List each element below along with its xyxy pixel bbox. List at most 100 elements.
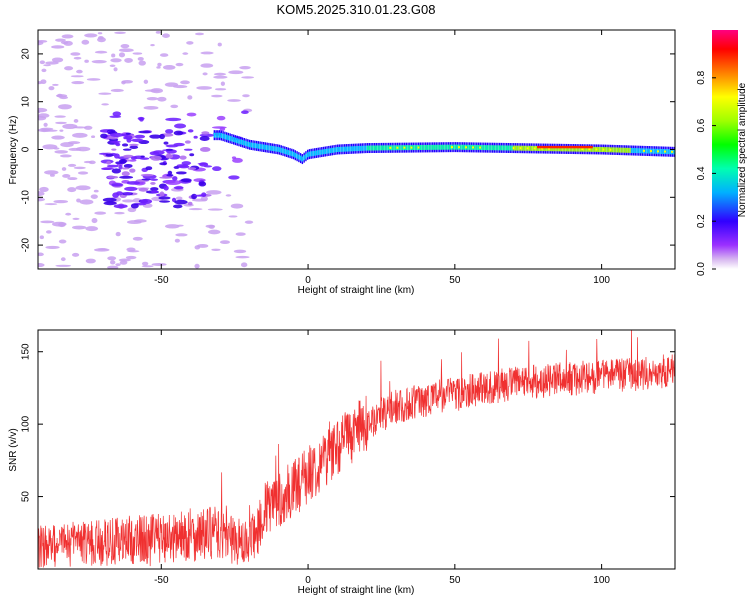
spectrogram-blob — [228, 70, 244, 75]
spectrogram-blob — [100, 167, 113, 171]
spectrogram-ridge-inner — [405, 145, 408, 151]
spectrogram-ridge-inner — [356, 146, 358, 152]
spectrogram-blob — [201, 131, 210, 135]
spectrogram-ridge-inner — [444, 144, 446, 150]
spectrogram-ridge-inner — [423, 144, 425, 150]
spectrogram-blob — [150, 155, 162, 161]
snr-panel: -50 0 50 100 50 100 150 Height of straight lin… — [8, 329, 676, 596]
spectrogram-blob — [61, 34, 74, 39]
spectrogram-ridge-inner — [470, 144, 473, 150]
spectrogram-blob — [73, 56, 82, 60]
spectrogram-ridge-inner — [233, 137, 235, 143]
spectrogram-blob — [172, 204, 183, 209]
spectrogram-ridge-inner — [583, 146, 585, 152]
spectrogram-blob — [84, 59, 89, 63]
spectrogram-ridge-inner — [407, 145, 409, 151]
spectrogram-blob — [158, 196, 171, 200]
spectrogram-ridge-inner — [298, 154, 300, 160]
spectrogram-blob — [118, 52, 126, 58]
colorbar-tick-label: 0.6 — [696, 118, 707, 132]
spectrogram-ridge-inner — [506, 145, 508, 151]
spectrogram-blob — [55, 121, 67, 125]
spectrogram-blob — [163, 141, 169, 145]
spectrogram-blob — [58, 104, 72, 110]
spectrogram-blob — [152, 150, 165, 155]
spectrogram-ridge-inner — [587, 146, 589, 152]
spectrogram-blob — [38, 197, 45, 202]
spectrogram-blob — [131, 138, 144, 142]
spectrogram-blob — [150, 190, 159, 194]
spectrogram-blob — [112, 111, 122, 117]
spectrogram-blob — [101, 103, 109, 106]
spectrogram-ridge-inner — [555, 146, 557, 152]
spectrogram-ytick-label: 0 — [21, 146, 32, 152]
spectrogram-ridge-inner — [625, 147, 628, 153]
spectrogram-ridge-inner — [379, 145, 381, 151]
spectrogram-ridge-inner — [631, 147, 633, 153]
spectrogram-blob — [118, 48, 134, 53]
spectrogram-blob — [173, 166, 180, 169]
spectrogram-blob — [213, 72, 227, 76]
spectrogram-blob — [159, 53, 169, 57]
spectrogram-blob — [144, 89, 161, 92]
spectrogram-ridge-inner — [551, 146, 554, 152]
spectrogram-ylabel: Frequency (Hz) — [8, 116, 19, 185]
spectrogram-blob — [165, 144, 179, 148]
spectrogram-blob — [51, 57, 64, 63]
spectrogram-blob — [107, 256, 117, 261]
spectrogram-ridge-peak — [479, 146, 483, 149]
spectrogram-ridge-inner — [483, 145, 485, 151]
spectrogram-blob — [187, 167, 197, 171]
spectrogram-blob — [175, 233, 188, 237]
spectrogram-ridge-inner — [638, 148, 640, 154]
spectrogram-xtick-label: 50 — [449, 275, 461, 286]
spectrogram-blob — [58, 239, 67, 244]
spectrogram-blob — [146, 96, 159, 101]
spectrogram-blob — [103, 201, 117, 206]
spectrogram-blob — [40, 79, 47, 85]
spectrogram-blob — [38, 107, 48, 113]
spectrogram-blob — [44, 203, 58, 206]
spectrogram-ridge-inner — [331, 147, 334, 153]
spectrogram-blob — [129, 145, 139, 150]
spectrogram-ridge-inner — [463, 144, 466, 150]
spectrogram-blob — [53, 199, 69, 204]
spectrogram-ridge-inner — [262, 144, 265, 150]
spectrogram-blob — [173, 186, 184, 190]
spectrogram-blob — [137, 56, 144, 61]
spectrogram-ridge-inner — [660, 148, 663, 154]
spectrogram-ridge-inner — [469, 144, 471, 150]
snr-xtick-label: 50 — [449, 575, 461, 586]
spectrogram-ridge-inner — [446, 144, 448, 150]
spectrogram-panel: -50 0 50 100 -20 -10 0 10 20 Height of straight … — [8, 29, 676, 296]
spectrogram-blob — [130, 203, 139, 209]
spectrogram-ridge-inner — [326, 148, 328, 154]
spectrogram-blob — [149, 134, 162, 139]
spectrogram-ridge-peak — [656, 150, 660, 153]
spectrogram-blob — [180, 80, 190, 85]
spectrogram-ridge-inner — [585, 146, 587, 152]
spectrogram-blob — [150, 44, 155, 47]
spectrogram-ridge-inner — [366, 145, 369, 151]
spectrogram-blob — [172, 176, 178, 181]
spectrogram-ridge-inner — [333, 147, 335, 153]
spectrogram-blob — [178, 165, 190, 169]
spectrogram-blob — [186, 112, 197, 117]
spectrogram-blob — [41, 129, 48, 132]
snr-ytick-label: 50 — [21, 491, 32, 503]
spectrogram-ridge-inner — [569, 146, 571, 152]
spectrogram-ridge-inner — [613, 147, 615, 153]
spectrogram-ridge-inner — [565, 146, 568, 152]
spectrogram-blob — [195, 32, 204, 36]
spectrogram-blob — [44, 170, 59, 175]
spectrogram-blob — [45, 245, 60, 249]
spectrogram-blob — [213, 75, 228, 79]
spectrogram-blob — [140, 173, 154, 177]
spectrogram-blob — [128, 159, 137, 162]
spectrogram-ridge-inner — [542, 146, 545, 152]
spectrogram-ridge-inner — [564, 146, 566, 152]
spectrogram-ridge-inner — [502, 145, 504, 151]
spectrogram-blob — [71, 225, 87, 230]
spectrogram-ridge-inner — [645, 148, 647, 154]
spectrogram-blob — [165, 117, 182, 122]
